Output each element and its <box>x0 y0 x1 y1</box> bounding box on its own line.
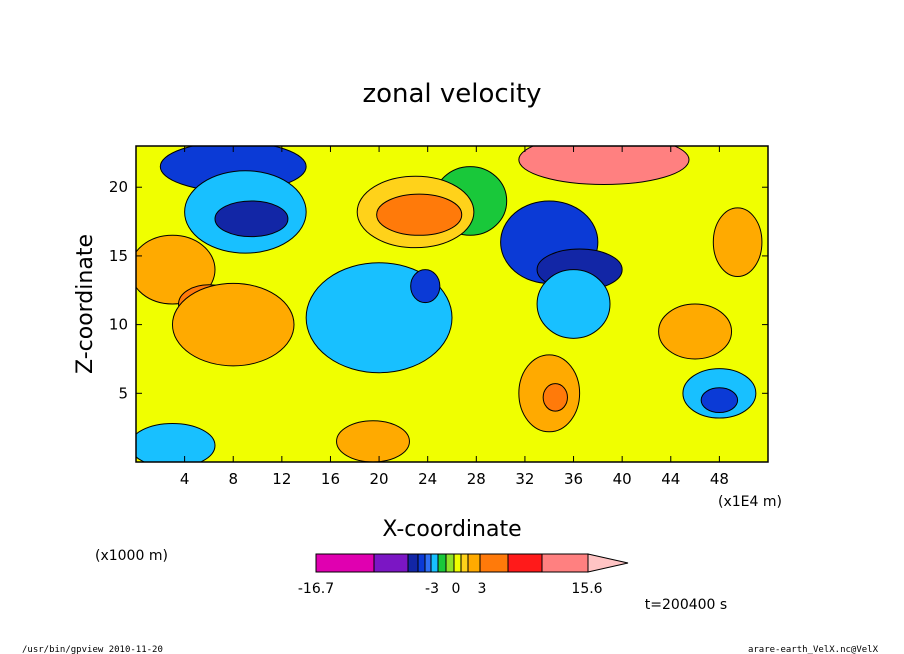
x-axis-label: X-coordinate <box>382 517 521 542</box>
x-tick-label: 12 <box>272 470 291 488</box>
colorbar-swatch <box>437 553 447 573</box>
colorbar-swatch <box>407 553 419 573</box>
x-tick-label: 40 <box>613 470 632 488</box>
x-unit-left: (x1000 m) <box>95 548 168 564</box>
contour-regions <box>136 146 763 462</box>
contour-region <box>700 387 739 414</box>
colorbar-swatch <box>541 553 589 573</box>
contour-region <box>712 207 763 278</box>
colorbar-swatch <box>417 553 426 573</box>
contour-region <box>376 193 463 236</box>
plot-frame <box>135 145 769 463</box>
contour-region <box>410 269 441 304</box>
colorbar-swatch <box>479 553 509 573</box>
footer-left: /usr/bin/gpview 2010-11-20 <box>22 645 163 654</box>
y-tick-label: 5 <box>118 384 128 402</box>
colorbar <box>315 553 629 573</box>
footer-right: arare-earth_VelX.nc@VelX <box>748 645 879 654</box>
contour-region <box>542 383 568 412</box>
contour-region <box>518 146 690 185</box>
x-unit-right: (x1E4 m) <box>718 494 782 510</box>
colorbar-swatch <box>315 553 375 573</box>
colorbar-swatch <box>587 553 629 573</box>
contour-region <box>658 303 733 360</box>
contour-region <box>214 200 289 238</box>
colorbar-label-max: 15.6 <box>571 581 602 597</box>
colorbar-label-min: -16.7 <box>298 581 334 597</box>
colorbar-swatch <box>424 553 432 573</box>
y-tick-label: 20 <box>109 178 128 196</box>
y-axis-label: Z-coordinate <box>73 234 98 374</box>
x-tick-label: 28 <box>467 470 486 488</box>
colorbar-label-pos: 3 <box>478 581 487 597</box>
colorbar-swatch <box>460 553 469 573</box>
colorbar-swatch <box>373 553 409 573</box>
contour-region <box>536 269 611 339</box>
contour-region <box>171 282 295 367</box>
x-tick-label: 4 <box>180 470 190 488</box>
x-tick-label: 44 <box>661 470 680 488</box>
colorbar-swatch <box>430 553 439 573</box>
y-tick-label: 15 <box>109 247 128 265</box>
colorbar-swatch <box>507 553 543 573</box>
time-label: t=200400 s <box>645 597 727 613</box>
x-tick-label: 8 <box>228 470 238 488</box>
colorbar-swatch <box>453 553 462 573</box>
contour-region <box>336 420 410 462</box>
x-tick-label: 20 <box>370 470 389 488</box>
x-tick-label: 16 <box>321 470 340 488</box>
chart-title: zonal velocity <box>362 79 541 109</box>
x-tick-label: 24 <box>418 470 437 488</box>
colorbar-swatch <box>445 553 455 573</box>
y-ticks: 5 10 15 20 <box>109 178 768 402</box>
y-tick-label: 10 <box>109 316 128 334</box>
colorbar-swatch <box>467 553 481 573</box>
x-tick-label: 48 <box>710 470 729 488</box>
contour-region <box>136 423 216 462</box>
colorbar-label-zero: 0 <box>452 581 461 597</box>
x-tick-label: 32 <box>515 470 534 488</box>
x-ticks: 4 8 12 16 20 24 28 32 36 40 44 48 <box>180 146 729 488</box>
x-tick-label: 36 <box>564 470 583 488</box>
colorbar-label-neg: -3 <box>425 581 439 597</box>
